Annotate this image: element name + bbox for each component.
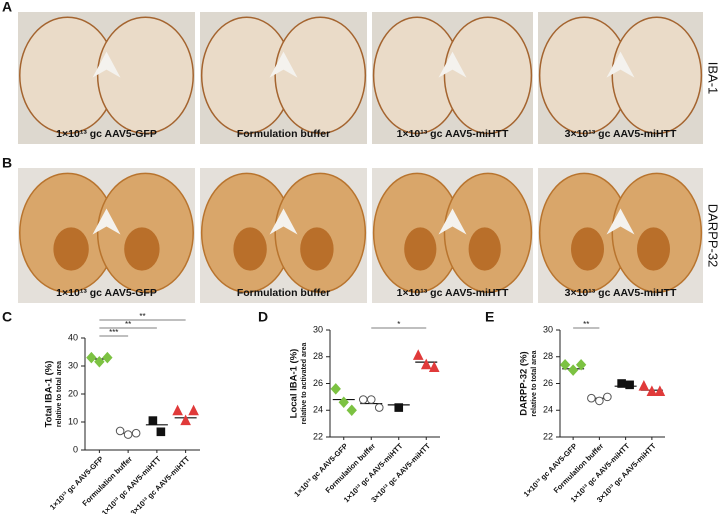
ventricle xyxy=(269,51,298,78)
point xyxy=(338,396,349,408)
brain-hemisphere xyxy=(274,16,367,135)
y-tick-label: 26 xyxy=(313,378,323,388)
point xyxy=(366,395,376,404)
x-tick-label: Formulation buffer xyxy=(80,454,134,508)
stain-label: DARPP-32 xyxy=(706,204,721,268)
ventricle xyxy=(606,208,635,235)
striatum xyxy=(53,227,89,271)
point xyxy=(102,351,113,364)
significance-label: *** xyxy=(109,328,118,337)
y-tick-label: 30 xyxy=(313,324,323,334)
striatum xyxy=(300,227,334,271)
image-label: 1×10¹³ gc AAV5-miHTT xyxy=(397,287,509,299)
point xyxy=(188,404,199,416)
striatum xyxy=(233,227,267,271)
y-tick-label: 28 xyxy=(543,351,553,361)
y-axis-sublabel: relative to total area xyxy=(56,361,63,427)
point xyxy=(603,392,612,402)
y-tick-label: 22 xyxy=(543,431,553,441)
point xyxy=(358,395,368,404)
brain-hemisphere xyxy=(96,16,194,135)
point xyxy=(595,396,604,406)
panel-letter: B xyxy=(2,155,12,171)
point xyxy=(394,403,404,412)
ventricle xyxy=(606,51,635,78)
ventricle xyxy=(438,51,467,78)
point xyxy=(180,414,191,426)
significance-label: * xyxy=(397,320,400,329)
y-tick-label: 30 xyxy=(543,324,553,334)
point xyxy=(587,393,596,403)
ventricle xyxy=(438,208,467,235)
image-label: Formulation buffer xyxy=(237,287,330,299)
x-tick-label: 1×10¹³ gc AAV5-GFP xyxy=(48,454,105,511)
y-tick-label: 10 xyxy=(68,416,78,426)
point xyxy=(638,380,650,391)
panel-letter: C xyxy=(2,309,12,325)
striatum xyxy=(124,227,160,271)
brain-hemisphere xyxy=(443,16,533,135)
y-tick-label: 28 xyxy=(313,351,323,361)
y-tick-label: 24 xyxy=(313,405,323,415)
brain-hemisphere xyxy=(611,16,703,135)
ventricle xyxy=(92,208,121,235)
significance-label: ** xyxy=(125,320,131,329)
y-tick-label: 20 xyxy=(68,388,78,398)
striatum xyxy=(468,227,501,271)
striatum xyxy=(404,227,437,271)
significance-label: ** xyxy=(139,312,145,321)
point xyxy=(86,351,97,364)
point xyxy=(148,416,158,425)
ventricle xyxy=(269,208,298,235)
point xyxy=(617,379,626,388)
image-label: 1×10¹³ gc AAV5-GFP xyxy=(56,287,157,299)
point xyxy=(428,361,440,372)
panel-letter: A xyxy=(2,0,12,15)
image-label: 1×10¹³ gc AAV5-miHTT xyxy=(397,128,509,140)
image-label: 3×10¹³ gc AAV5-miHTT xyxy=(565,287,677,299)
point xyxy=(646,385,658,397)
point xyxy=(346,404,357,416)
point xyxy=(123,430,133,439)
y-axis-label: Local IBA-1 (%) xyxy=(289,349,300,419)
point xyxy=(575,359,587,371)
point xyxy=(374,403,384,412)
panel-letter: D xyxy=(258,309,268,325)
panel-letter: E xyxy=(485,309,494,325)
image-label: 1×10¹³ gc AAV5-GFP xyxy=(56,128,157,140)
x-tick-label: Formulation buffer xyxy=(324,441,378,495)
y-axis-sublabel: relative to activated area xyxy=(301,343,308,425)
y-tick-label: 22 xyxy=(313,431,323,441)
striatum xyxy=(637,227,670,271)
point xyxy=(172,404,183,416)
point xyxy=(625,380,634,390)
point xyxy=(131,428,141,438)
y-axis-sublabel: relative to total area xyxy=(531,350,538,416)
y-tick-label: 0 xyxy=(73,444,78,454)
significance-label: ** xyxy=(583,320,589,329)
y-tick-label: 40 xyxy=(68,332,78,342)
striatum xyxy=(571,227,604,271)
y-axis-label: Total IBA-1 (%) xyxy=(44,361,55,428)
point xyxy=(330,383,341,395)
ventricle xyxy=(92,51,121,78)
y-tick-label: 26 xyxy=(543,378,553,388)
point xyxy=(654,385,666,397)
point xyxy=(156,427,166,437)
y-tick-label: 24 xyxy=(543,405,553,415)
y-axis-label: DARPP-32 (%) xyxy=(519,351,530,415)
image-label: 3×10¹³ gc AAV5-miHTT xyxy=(565,128,677,140)
stain-label: IBA-1 xyxy=(706,62,721,95)
point xyxy=(559,359,571,371)
point xyxy=(115,426,125,436)
image-label: Formulation buffer xyxy=(237,128,330,140)
point xyxy=(94,356,105,368)
point xyxy=(420,358,432,370)
point xyxy=(567,364,579,376)
point xyxy=(412,349,424,360)
y-tick-label: 30 xyxy=(68,360,78,370)
